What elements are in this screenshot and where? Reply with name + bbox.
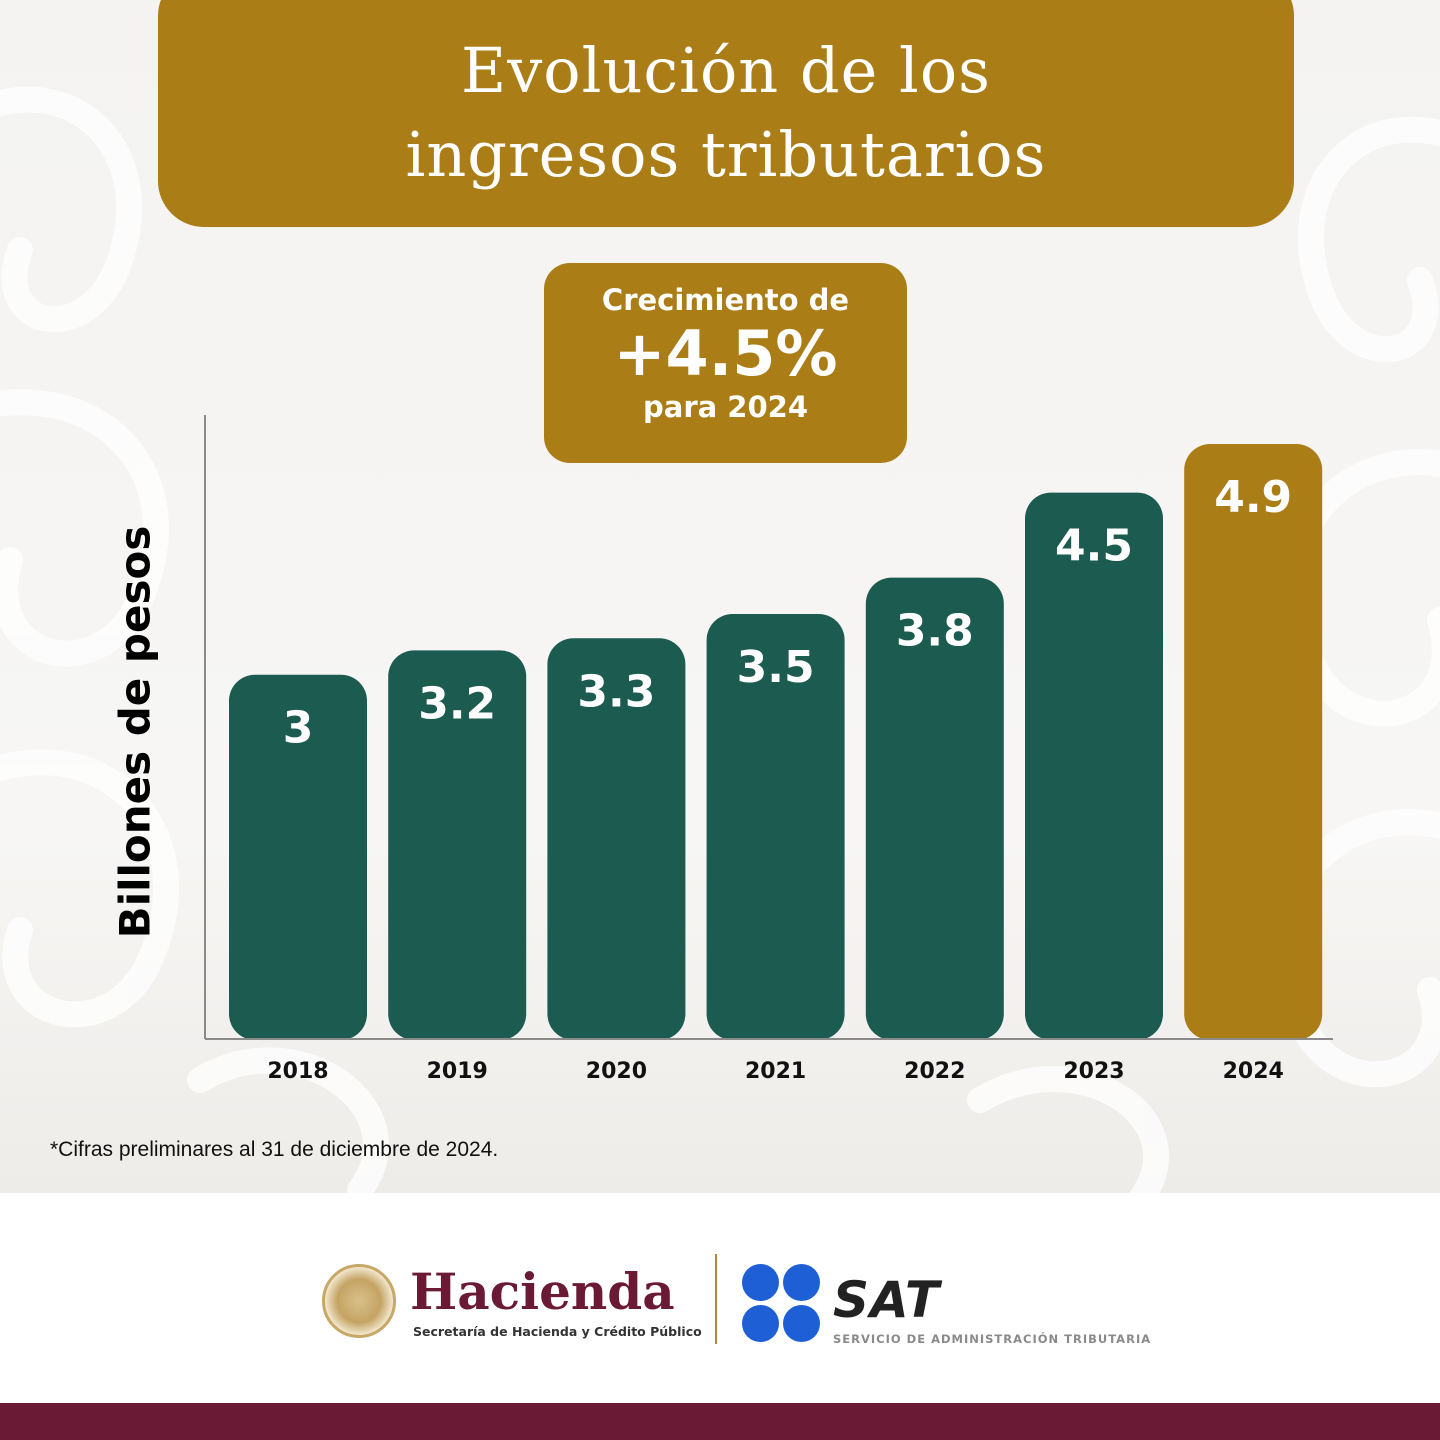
bar-value-label-2023: 4.5 (1055, 521, 1133, 572)
sat-dot (783, 1264, 820, 1301)
bottom-brand-bar (0, 1403, 1440, 1440)
logo-divider (715, 1254, 717, 1344)
bar-2019 (388, 650, 527, 1040)
growth-callout: Crecimiento de +4.5% para 2024 (544, 263, 907, 463)
growth-label: Crecimiento de (601, 283, 850, 317)
x-tick-label-2023: 2023 (1063, 1059, 1124, 1084)
x-tick-label-2024: 2024 (1223, 1059, 1284, 1084)
sat-dot (742, 1264, 779, 1301)
title-banner: Evolución de los ingresos tributarios (158, 0, 1294, 227)
hacienda-subtitle: Secretaría de Hacienda y Crédito Público (413, 1324, 702, 1339)
bar-2018 (229, 674, 367, 1040)
mexico-seal-icon (322, 1264, 396, 1338)
bar-value-label-2021: 3.5 (737, 642, 815, 693)
bar-value-label-2018: 3 (283, 703, 314, 754)
sat-dot (783, 1305, 820, 1342)
sat-logo-icon (742, 1264, 822, 1344)
footer (0, 1193, 1440, 1403)
bar-2020 (547, 638, 686, 1040)
title-line-1: Evolución de los (461, 34, 991, 107)
growth-year: para 2024 (642, 390, 808, 424)
bar-2021 (706, 614, 845, 1040)
bar-2022 (865, 577, 1004, 1040)
x-tick-label-2019: 2019 (427, 1059, 488, 1084)
x-tick-label-2020: 2020 (586, 1059, 647, 1084)
sat-dot (742, 1305, 779, 1342)
bar-value-label-2019: 3.2 (418, 678, 496, 729)
bar-value-label-2020: 3.3 (577, 666, 655, 717)
sat-subtitle: SERVICIO DE ADMINISTRACIÓN TRIBUTARIA (833, 1332, 1152, 1346)
x-tick-label-2021: 2021 (745, 1059, 806, 1084)
bar-2024 (1184, 444, 1323, 1040)
bar-chart: 3 2018 3.2 2019 3.3 2020 3.5 2021 3.8 2022 4.5 2023… (204, 415, 1333, 1084)
footnote: *Cifras preliminares al 31 de diciembre … (50, 1138, 499, 1161)
title-line-2: ingresos tributarios (405, 118, 1047, 191)
sat-logo-text: SAT (833, 1271, 941, 1329)
bar-2023 (1025, 492, 1163, 1041)
bar-value-label-2024: 4.9 (1214, 472, 1292, 523)
growth-value: +4.5% (613, 317, 838, 390)
x-tick-label-2022: 2022 (904, 1059, 965, 1084)
bar-value-label-2022: 3.8 (896, 606, 974, 657)
x-tick-label-2018: 2018 (267, 1059, 328, 1084)
hacienda-logo-text: Hacienda (410, 1262, 675, 1321)
